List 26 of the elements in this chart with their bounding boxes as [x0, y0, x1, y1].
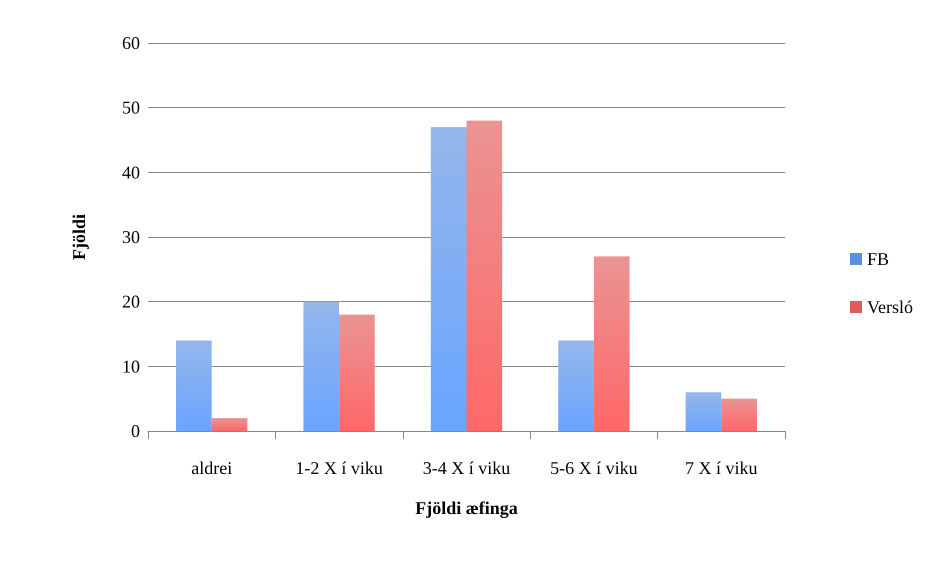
legend-label: FB — [867, 249, 890, 269]
y-tick-label: 20 — [122, 292, 140, 312]
y-tick-label: 10 — [122, 356, 140, 376]
legend-label: Versló — [867, 297, 914, 317]
bar — [594, 256, 630, 431]
bar — [339, 314, 375, 431]
y-tick-label: 50 — [122, 98, 140, 118]
y-tick-label: 60 — [122, 33, 140, 53]
y-tick-label: 30 — [122, 227, 140, 247]
x-tick-label: 3-4 X í viku — [422, 458, 510, 478]
bar — [303, 302, 340, 431]
bar — [466, 120, 502, 431]
bar — [558, 340, 594, 431]
y-tick-label: 40 — [122, 162, 140, 182]
x-tick-label: 7 X í viku — [685, 458, 758, 478]
bar — [176, 340, 212, 431]
y-tick-label: 0 — [131, 421, 140, 441]
x-tick-label: 1-2 X í viku — [295, 458, 383, 478]
bar — [430, 127, 466, 431]
bar — [686, 392, 722, 431]
bar — [721, 398, 757, 431]
x-tick-label: aldrei — [191, 458, 232, 478]
bar — [212, 418, 248, 431]
x-tick-label: 5-6 X í viku — [550, 458, 638, 478]
y-axis-title: Fjöldi — [69, 214, 89, 260]
x-axis-title: Fjöldi æfinga — [415, 498, 518, 518]
